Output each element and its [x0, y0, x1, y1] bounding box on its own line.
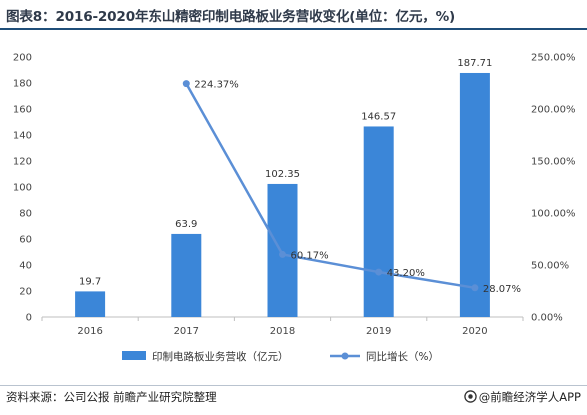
left-tick-label: 80	[19, 209, 32, 220]
left-tick-label: 0	[26, 313, 32, 324]
left-tick-label: 180	[13, 79, 32, 90]
brand-text: @前瞻经济学人APP	[478, 390, 581, 404]
bar	[363, 126, 394, 317]
legend: 印制电路板业务营收（亿元） 同比增长（%）	[122, 350, 439, 363]
line-value-label: 28.07%	[483, 284, 521, 295]
line-value-label: 60.17%	[291, 250, 329, 261]
left-tick-label: 140	[13, 131, 32, 142]
bar-value-label: 63.9	[175, 219, 197, 230]
line-series: 224.37% 60.17% 43.20% 28.07%	[182, 80, 521, 295]
legend-bar-label: 印制电路板业务营收（亿元）	[152, 350, 289, 363]
legend-line-label: 同比增长（%）	[366, 350, 439, 363]
line-point	[182, 80, 190, 88]
x-tick-label: 2020	[462, 326, 487, 337]
bar-series: 19.7 63.9 102.35 146.57 187.71	[75, 58, 492, 318]
right-y-axis: 0.00% 50.00% 100.00% 150.00% 200.00% 250.00%	[531, 53, 576, 324]
legend-bar-swatch	[122, 351, 146, 360]
left-tick-label: 20	[19, 287, 32, 298]
left-tick-label: 100	[13, 183, 32, 194]
right-tick-label: 100.00%	[531, 209, 576, 220]
chart-area: 0 20 40 60 80 100 120 140 160 180 200 0.00% 50.00% 1…	[13, 53, 576, 364]
right-tick-label: 200.00%	[531, 105, 576, 116]
line-point	[471, 284, 479, 292]
bar	[171, 233, 202, 317]
footer-divider	[0, 385, 587, 386]
bar	[459, 72, 490, 318]
right-tick-label: 0.00%	[531, 313, 563, 324]
bar-value-label: 146.57	[361, 111, 396, 122]
bar	[267, 183, 298, 317]
right-tick-label: 50.00%	[531, 261, 569, 272]
brand-credit: @前瞻经济学人APP	[464, 389, 581, 405]
line-point	[375, 268, 383, 276]
x-tick-label: 2019	[366, 326, 391, 337]
bar	[75, 291, 106, 317]
legend-line-marker	[341, 352, 349, 360]
line-point	[279, 250, 286, 258]
brand-logo-icon	[464, 390, 477, 403]
x-tick-label: 2017	[174, 326, 199, 337]
left-y-axis: 0 20 40 60 80 100 120 140 160 180 200	[13, 53, 32, 324]
bar-value-label: 19.7	[79, 276, 101, 287]
x-tick-label: 2018	[270, 326, 295, 337]
left-tick-label: 160	[13, 105, 32, 116]
left-tick-label: 120	[13, 157, 32, 168]
bar-value-label: 187.71	[457, 58, 492, 69]
line-value-label: 224.37%	[194, 80, 239, 91]
source-note: 资料来源：公司公报 前瞻产业研究院整理	[6, 390, 217, 404]
line-value-label: 43.20%	[387, 268, 425, 279]
left-tick-label: 200	[13, 53, 32, 64]
left-tick-label: 40	[19, 261, 32, 272]
x-tick-label: 2016	[77, 326, 102, 337]
chart-title: 图表8：2016-2020年东山精密印制电路板业务营收变化(单位：亿元，%)	[6, 9, 456, 25]
right-tick-label: 150.00%	[531, 157, 576, 168]
bar-value-label: 102.35	[265, 169, 300, 180]
right-tick-label: 250.00%	[531, 53, 576, 64]
x-axis: 2016 2017 2018 2019 2020	[41, 316, 524, 337]
title-underline	[0, 28, 587, 30]
growth-line	[185, 83, 476, 290]
left-tick-label: 60	[19, 235, 32, 246]
